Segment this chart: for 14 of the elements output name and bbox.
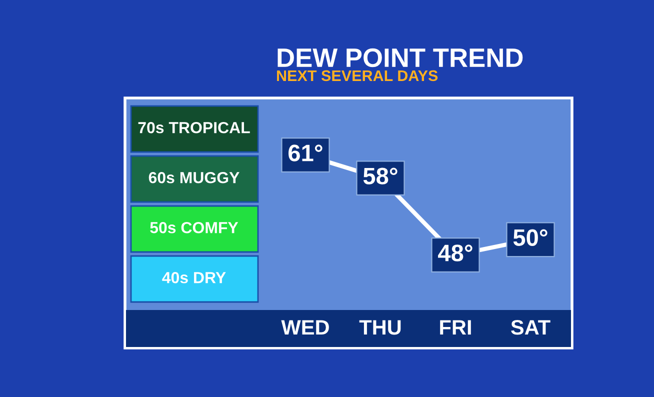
text: 60s MUGGY (148, 172, 240, 184)
x-tick-label: SAT (511, 320, 550, 335)
data-label: 48° (438, 244, 472, 262)
text: 40s DRY (162, 272, 226, 284)
text: 50s COMFY (150, 222, 238, 234)
data-label: 50° (513, 229, 548, 246)
x-tick-label: THU (359, 320, 401, 335)
x-tick-label: WED (281, 320, 329, 335)
text: 70s TROPICAL (138, 122, 250, 134)
data-label: 61° (288, 144, 322, 162)
chart-title: DEW POINT TREND (278, 48, 523, 68)
data-label: 58° (363, 168, 398, 184)
chart-subtitle: NEXT SEVERAL DAYS (277, 70, 438, 82)
x-tick-label: FRI (440, 320, 471, 335)
